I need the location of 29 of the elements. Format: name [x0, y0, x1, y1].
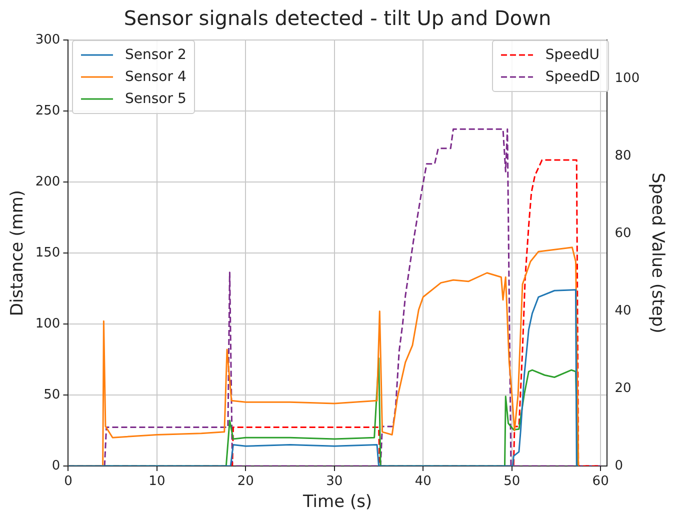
y-tick-label: 300 — [35, 32, 60, 48]
legend-label: Sensor 5 — [125, 91, 186, 107]
chart-title: Sensor signals detected - tilt Up and Down — [124, 6, 552, 30]
legend-label: SpeedU — [545, 47, 600, 63]
y2-tick-label: 0 — [614, 458, 624, 474]
y2-tick-label: 60 — [614, 226, 632, 242]
y-tick-label: 150 — [35, 245, 60, 260]
x-tick-label: 20 — [237, 474, 254, 490]
y2-tick-label: 20 — [614, 380, 632, 396]
x-tick-label: 30 — [326, 474, 343, 490]
legend-label: Sensor 4 — [125, 69, 186, 85]
y-tick-label: 0 — [52, 458, 60, 474]
x-tick-label: 50 — [504, 474, 520, 490]
y2-tick-label: 80 — [614, 148, 632, 164]
y2-tick-label: 40 — [614, 303, 632, 318]
y-tick-label: 250 — [35, 103, 60, 118]
x-tick-label: 10 — [148, 474, 166, 490]
y-tick-label: 200 — [35, 174, 60, 190]
y-tick-label: 100 — [35, 316, 60, 332]
x-tick-label: 0 — [64, 474, 72, 490]
y2-tick-label: 100 — [614, 71, 640, 86]
legend-label: Sensor 2 — [125, 47, 186, 63]
x-tick-label: 40 — [414, 474, 432, 490]
x-axis-title: Time (s) — [302, 492, 372, 512]
y-tick-label: 50 — [44, 387, 60, 402]
y-axis-title: Distance (mm) — [8, 190, 28, 316]
y2-axis-title: Speed Value (step) — [647, 172, 668, 334]
legend-label: SpeedD — [545, 69, 600, 85]
x-tick-label: 60 — [592, 474, 609, 490]
